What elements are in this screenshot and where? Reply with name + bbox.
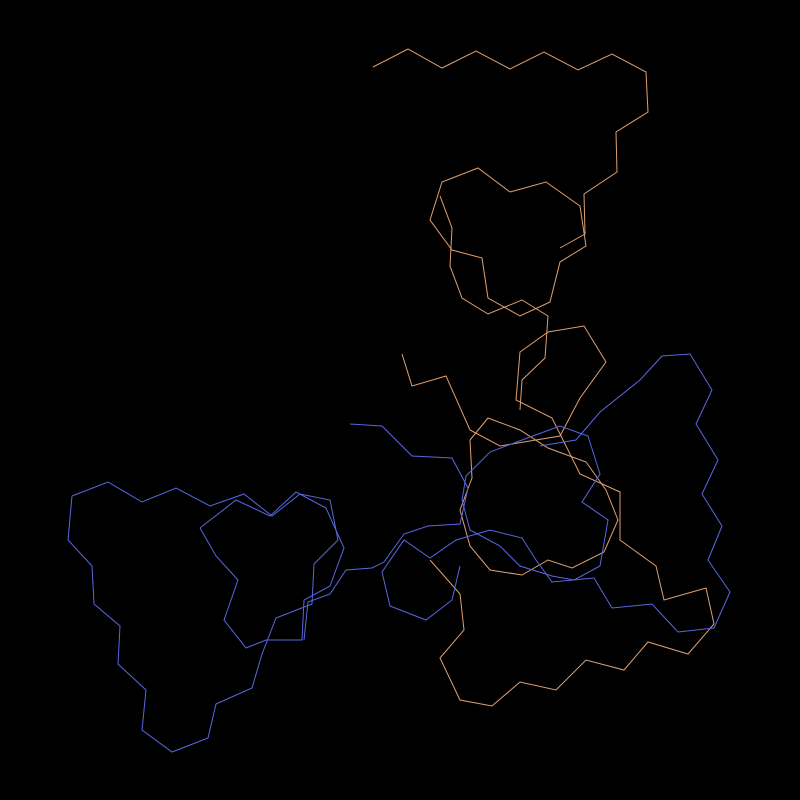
blue-left-ring bbox=[199, 491, 345, 649]
orange-top-lobe-outer bbox=[372, 48, 649, 249]
orange-center-ring bbox=[459, 417, 619, 576]
orange-stem bbox=[439, 195, 549, 411]
blue-left-lobe-outer bbox=[67, 481, 339, 753]
orange-right-lobe bbox=[401, 325, 715, 707]
curve-group bbox=[67, 48, 731, 753]
blue-right-lobe bbox=[381, 353, 731, 633]
blue-center-ring bbox=[461, 425, 609, 581]
blue-bridge bbox=[303, 423, 469, 641]
